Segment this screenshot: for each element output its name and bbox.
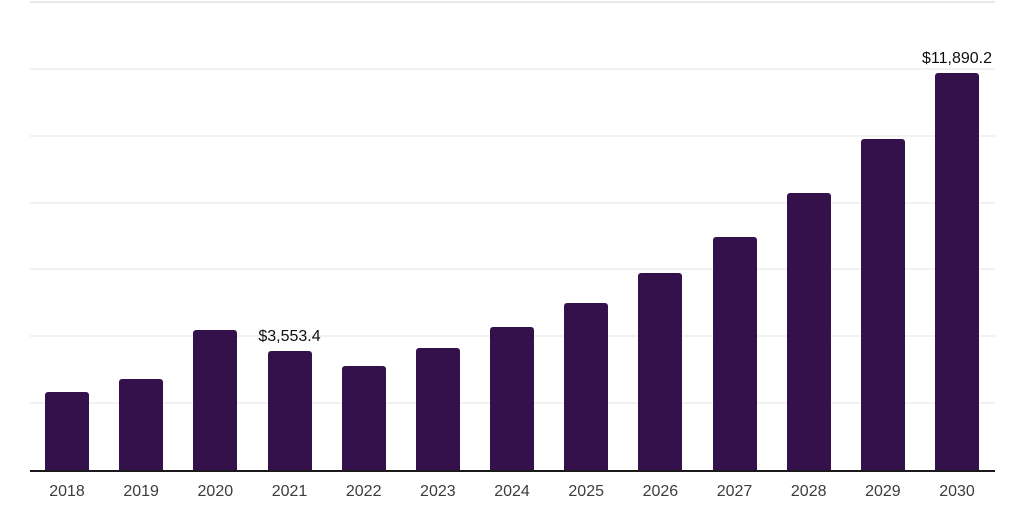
x-tick-label-2021: 2021	[271, 483, 308, 500]
x-tick-label-2028: 2028	[790, 483, 827, 500]
x-tick-label-2019: 2019	[123, 483, 159, 500]
x-tick-label-2030: 2030	[939, 483, 975, 500]
x-tick-label-2020: 2020	[197, 483, 234, 500]
bar-2030[interactable]	[935, 72, 980, 470]
x-axis-labels: 2018 2019 2020 2021 2022 2023 2024 2025 2026 2027…	[30, 484, 995, 504]
bar-2021[interactable]	[267, 351, 312, 470]
bar-2026[interactable]	[638, 273, 683, 470]
x-tick-label-2018: 2018	[49, 483, 85, 500]
bar-2028[interactable]	[786, 192, 831, 470]
bar-2023[interactable]	[415, 348, 460, 470]
bar-2019[interactable]	[119, 379, 164, 470]
x-tick-label-2026: 2026	[642, 483, 679, 500]
x-tick-label-2029: 2029	[865, 483, 901, 500]
x-tick-label-2027: 2027	[716, 483, 753, 500]
x-tick-label-2025: 2025	[568, 483, 604, 500]
gridline-6000	[30, 268, 995, 271]
plot-area: $3,553.4 $11,890.2	[30, 1, 995, 470]
x-tick-label-2024: 2024	[494, 483, 530, 500]
bar-2022[interactable]	[341, 366, 386, 470]
bar-2020[interactable]	[193, 330, 238, 470]
x-axis-line	[30, 470, 995, 472]
x-tick-label-2023: 2023	[420, 483, 456, 500]
gridline-10000	[30, 134, 995, 137]
gridline-14000	[30, 1, 995, 3]
data-label-2021: $3,553.4	[258, 328, 321, 346]
bar-2025[interactable]	[564, 303, 609, 470]
bar-2018[interactable]	[45, 392, 89, 470]
bar-2029[interactable]	[860, 138, 905, 470]
gridline-8000	[30, 201, 995, 204]
data-label-2030: $11,890.2	[922, 49, 993, 67]
bar-2024[interactable]	[490, 327, 535, 470]
bar-2027[interactable]	[712, 236, 757, 470]
gridline-12000	[30, 67, 995, 70]
x-tick-label-2022: 2022	[345, 483, 382, 500]
